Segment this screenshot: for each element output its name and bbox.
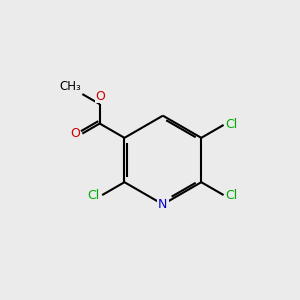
Text: Cl: Cl — [225, 189, 237, 202]
Text: O: O — [70, 127, 80, 140]
Text: O: O — [95, 90, 105, 103]
Text: Cl: Cl — [88, 189, 100, 202]
Text: CH₃: CH₃ — [60, 80, 82, 93]
Text: Cl: Cl — [225, 118, 237, 131]
Text: N: N — [158, 198, 168, 211]
